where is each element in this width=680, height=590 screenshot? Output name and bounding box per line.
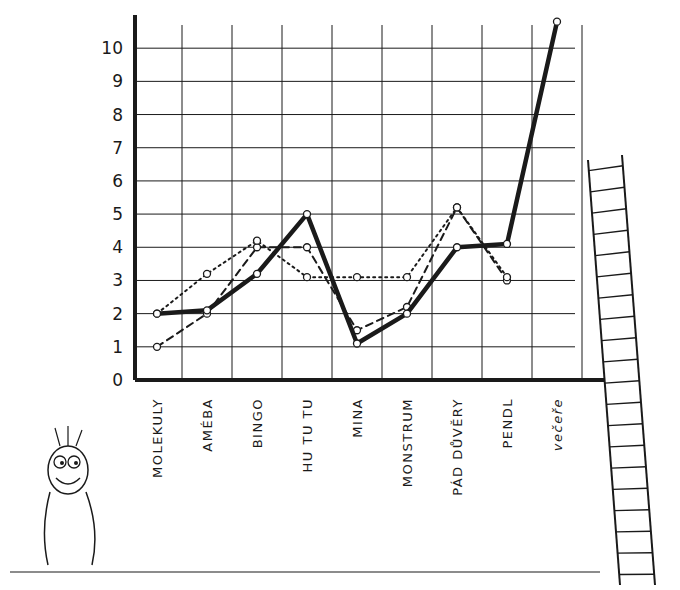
ladder-rung bbox=[602, 338, 636, 341]
series-marker bbox=[454, 204, 461, 211]
grid-line bbox=[135, 147, 575, 148]
series-marker bbox=[304, 274, 311, 281]
y-tick-label: 8 bbox=[112, 105, 123, 125]
series-marker bbox=[554, 18, 561, 25]
ladder-rung bbox=[614, 509, 649, 511]
chart: 0 1 2 3 4 5 6 7 8 9 10 MOLEKULY AMÉBA BINGO HU TU TU MI… bbox=[0, 0, 680, 590]
x-tick-label: PÁD DŮVĚRY bbox=[450, 398, 465, 496]
y-tick-label: 1 bbox=[112, 337, 123, 357]
grid-line-vertical bbox=[232, 25, 233, 380]
ladder-rung bbox=[616, 531, 651, 533]
ladder-rail bbox=[588, 160, 620, 585]
series-marker bbox=[154, 310, 161, 317]
ladder-rung bbox=[592, 209, 626, 213]
series-marker bbox=[454, 244, 461, 251]
x-tick-label: MINA bbox=[350, 398, 365, 438]
x-tick-label: PENDL bbox=[500, 398, 515, 449]
y-tick-label: 3 bbox=[112, 270, 123, 290]
pupil bbox=[74, 461, 78, 465]
ladder-rung bbox=[595, 252, 629, 256]
grid-line bbox=[135, 114, 575, 115]
series-marker bbox=[354, 340, 361, 347]
series-marker bbox=[304, 244, 311, 251]
grid-line bbox=[135, 48, 575, 49]
ladder-rung bbox=[590, 187, 624, 192]
grid-line-vertical bbox=[332, 25, 333, 380]
ladder-doodle bbox=[588, 155, 655, 585]
ladder-rung bbox=[608, 424, 643, 426]
series-marker bbox=[504, 240, 511, 247]
grid-line-vertical bbox=[282, 25, 283, 380]
ladder-rung bbox=[610, 445, 645, 447]
ladder-rung bbox=[594, 230, 628, 234]
y-tick-label: 4 bbox=[112, 237, 123, 257]
ladder-rung bbox=[611, 467, 646, 468]
y-tick-label: 7 bbox=[112, 138, 123, 158]
y-tick-label: 9 bbox=[112, 71, 123, 91]
y-tick-label: 10 bbox=[101, 38, 123, 58]
eye bbox=[68, 456, 80, 468]
series-marker bbox=[204, 307, 211, 314]
series-marker bbox=[504, 274, 511, 281]
floor-line bbox=[10, 571, 600, 572]
y-tick-label: 2 bbox=[112, 304, 123, 324]
y-tick-label: 0 bbox=[112, 370, 123, 390]
series-line bbox=[157, 207, 507, 313]
grid-line-vertical bbox=[182, 25, 183, 380]
x-tick-label: MOLEKULY bbox=[150, 398, 165, 478]
y-axis bbox=[133, 15, 137, 380]
series-marker bbox=[254, 237, 261, 244]
y-tick-label: 6 bbox=[112, 171, 123, 191]
ladder-rung bbox=[613, 488, 648, 489]
series-marker bbox=[404, 310, 411, 317]
x-tick-label: MONSTRUM bbox=[400, 398, 415, 487]
series-line bbox=[157, 22, 557, 344]
grid-line-vertical bbox=[432, 25, 433, 380]
x-tick-label: AMÉBA bbox=[200, 398, 215, 452]
ladder-rung bbox=[618, 552, 653, 554]
series-marker bbox=[454, 204, 461, 211]
grid-line-vertical bbox=[532, 25, 533, 380]
ladder-rail bbox=[622, 155, 655, 585]
pupil bbox=[60, 461, 64, 465]
ladder-rung bbox=[598, 295, 632, 298]
series-marker bbox=[254, 270, 261, 277]
grid-line-vertical bbox=[582, 25, 583, 380]
grid-line bbox=[135, 180, 575, 181]
grid-line bbox=[135, 81, 575, 82]
grid-line bbox=[135, 313, 575, 314]
series-marker bbox=[304, 211, 311, 218]
ladder-rung bbox=[603, 359, 637, 362]
mouth bbox=[56, 478, 80, 484]
series-marker bbox=[354, 274, 361, 281]
series-marker bbox=[154, 310, 161, 317]
cartoon-figure bbox=[44, 426, 94, 565]
plot-area bbox=[154, 18, 561, 350]
head bbox=[48, 446, 88, 494]
series-marker bbox=[204, 270, 211, 277]
ladder-rung bbox=[600, 316, 634, 319]
x-tick-label: HU TU TU bbox=[300, 398, 315, 472]
hair bbox=[55, 426, 82, 446]
eye bbox=[54, 456, 66, 468]
x-axis bbox=[135, 378, 605, 382]
ladder-rung bbox=[589, 166, 623, 171]
y-tick-label: 5 bbox=[112, 204, 123, 224]
grid-line-vertical bbox=[482, 25, 483, 380]
x-tick-label: BINGO bbox=[250, 398, 265, 448]
ladder-rung bbox=[597, 273, 631, 277]
series-marker bbox=[404, 274, 411, 281]
ladder-rung bbox=[606, 402, 641, 404]
series-marker bbox=[154, 343, 161, 350]
x-tick-label: večeře bbox=[550, 398, 565, 451]
series-marker bbox=[254, 244, 261, 251]
ladder-rung bbox=[605, 381, 640, 383]
body bbox=[44, 492, 94, 565]
ladder-rung bbox=[619, 574, 654, 576]
grid-line bbox=[135, 214, 575, 215]
